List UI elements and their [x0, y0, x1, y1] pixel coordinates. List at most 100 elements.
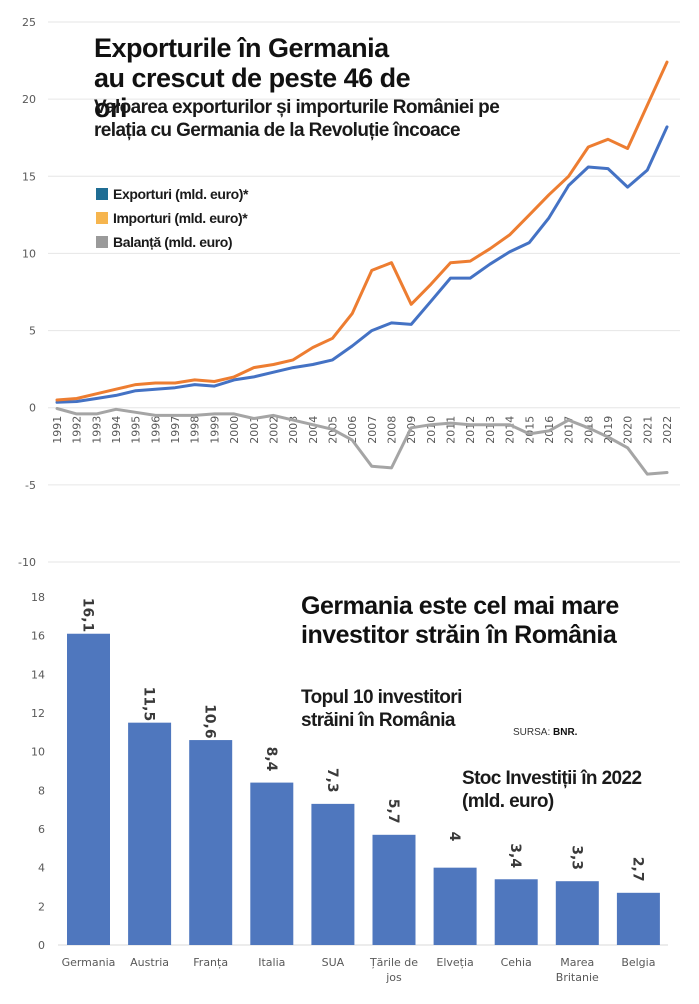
source-label: SURSA:	[513, 727, 551, 738]
x-tick-label-line: Franța	[193, 956, 229, 969]
x-tick-label-line: Austria	[130, 956, 170, 969]
bar	[433, 867, 477, 945]
line-chart-series	[55, 60, 669, 476]
x-tick-label: 2013	[484, 416, 497, 444]
bar	[372, 834, 416, 945]
source-note: SURSA: BNR.	[513, 727, 577, 738]
source-value: BNR.	[553, 727, 578, 738]
bar	[555, 881, 599, 945]
y-tick-label: 0	[29, 402, 36, 415]
bar-value-label: 3,4	[507, 843, 523, 868]
bar-value-label: 8,4	[263, 747, 279, 772]
line-chart-x-axis: 1991 1992 1993 1994 1995 1996 1997 1998 1999 2000…	[51, 416, 674, 444]
line-chart-subtitle: Valoarea exporturilor și importurile Rom…	[94, 97, 500, 141]
x-tick-label: Italia	[237, 955, 307, 970]
x-tick-label: Belgia	[603, 955, 673, 970]
legend-item-balance: Balanță (mld. euro)	[96, 234, 233, 250]
series-line-exports	[55, 125, 669, 404]
x-tick-label: 2022	[661, 416, 674, 444]
y-tick-label: 2	[38, 900, 45, 913]
legend-item-imports: Importuri (mld. euro)*	[96, 210, 248, 226]
legend-label-imports: Importuri (mld. euro)*	[113, 210, 248, 226]
x-tick-label-line: Elveția	[436, 956, 474, 969]
bar-chart-subtitle: Topul 10 investitori străini în România	[301, 687, 462, 731]
x-tick-label-line: Germania	[61, 956, 116, 969]
legend-label-exports: Exporturi (mld. euro)*	[113, 186, 249, 202]
x-tick-label: 2001	[248, 416, 261, 444]
line-chart-gridlines	[48, 21, 680, 563]
bar-chart-title: Germania este cel mai mare investitor st…	[301, 592, 619, 649]
bar-value-label: 4	[446, 832, 462, 842]
y-tick-label: 10	[22, 247, 36, 260]
x-tick-label-line: jos	[386, 971, 402, 984]
series-line-imports	[55, 60, 669, 402]
x-tick-label: 2008	[386, 416, 399, 444]
x-tick-label: 2021	[641, 416, 654, 444]
x-tick-label-line: Britanie	[555, 971, 599, 984]
x-tick-label-line: Țările de	[369, 956, 419, 969]
y-tick-label: 20	[22, 93, 36, 106]
bar	[128, 722, 172, 945]
x-tick-label: 2012	[464, 416, 477, 444]
x-tick-label-line: Belgia	[621, 956, 656, 969]
bar-value-label: 3,3	[568, 845, 584, 870]
x-tick-label: 2014	[504, 416, 517, 444]
x-tick-label: Austria	[115, 955, 185, 970]
bar-value-label: 10,6	[202, 704, 218, 739]
legend-swatch-balance	[96, 236, 108, 248]
x-tick-label-line: Italia	[258, 956, 286, 969]
bar-value-label: 2,7	[629, 857, 645, 882]
y-tick-label: 16	[31, 630, 45, 643]
y-tick-label: 6	[38, 823, 45, 836]
x-tick-label: 2020	[622, 416, 635, 444]
x-tick-label: 1992	[71, 416, 84, 444]
bar-value-label: 11,5	[141, 687, 157, 722]
bar	[311, 803, 355, 945]
x-tick-label: Germania	[54, 955, 124, 970]
x-tick-label-line: Cehia	[500, 956, 532, 969]
y-tick-label: 10	[31, 746, 45, 759]
x-tick-label: Franța	[176, 955, 246, 970]
y-tick-label: 25	[22, 16, 36, 29]
y-tick-label: 8	[38, 784, 45, 797]
y-tick-label: -5	[25, 479, 36, 492]
x-tick-label: SUA	[298, 955, 368, 970]
y-tick-label: 12	[31, 707, 45, 720]
bar-value-label: 5,7	[385, 799, 401, 824]
x-tick-label: 2000	[228, 416, 241, 444]
x-tick-label: Cehia	[481, 955, 551, 970]
x-tick-label: 1993	[90, 416, 103, 444]
bar	[67, 633, 110, 945]
legend-item-exports: Exporturi (mld. euro)*	[96, 186, 249, 202]
x-tick-label: Marea Britanie	[542, 955, 612, 985]
x-tick-label: 2015	[523, 416, 536, 444]
x-tick-label: 2018	[582, 416, 595, 444]
x-tick-label: 2003	[287, 416, 300, 444]
x-tick-label: 1999	[208, 416, 221, 444]
x-tick-label: 2006	[346, 416, 359, 444]
legend-swatch-exports	[96, 188, 108, 200]
x-tick-label: 1996	[149, 416, 162, 444]
y-tick-label: 14	[31, 668, 45, 681]
bar-value-label: 7,3	[324, 768, 340, 793]
y-tick-label: 15	[22, 170, 36, 183]
x-tick-label: 2002	[267, 416, 280, 444]
bar	[189, 740, 233, 945]
y-tick-label: 0	[38, 939, 45, 952]
line-chart-title: Exporturile în Germania au crescut de pe…	[94, 33, 411, 123]
x-tick-label: 2011	[445, 416, 458, 444]
bar-value-label: 16,1	[80, 598, 96, 633]
x-tick-label: 2007	[366, 416, 379, 444]
x-tick-label: 1995	[130, 416, 143, 444]
x-tick-label: 2010	[425, 416, 438, 444]
bar	[494, 879, 538, 945]
y-tick-label: -10	[18, 556, 36, 569]
x-tick-label: Țările de jos	[359, 955, 429, 985]
legend-label-balance: Balanță (mld. euro)	[113, 234, 233, 250]
series-line-balance	[55, 407, 669, 476]
legend-swatch-imports	[96, 212, 108, 224]
line-chart-y-axis: 25 20 15 10 5 0 -5 -10	[18, 16, 36, 569]
y-tick-label: 18	[31, 591, 45, 604]
x-tick-label: 1998	[189, 416, 202, 444]
